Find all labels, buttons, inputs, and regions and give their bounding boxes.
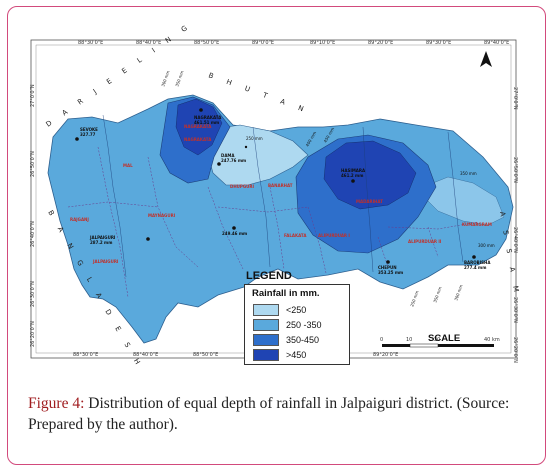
place-value: 249.46 mm — [222, 231, 247, 236]
place-value: 247.76 mm — [221, 158, 246, 163]
legend-swatch — [253, 303, 279, 316]
figure-label: Figure 4: — [28, 395, 85, 412]
coord-label-right: 26°40'0"N — [512, 227, 518, 253]
zone-lt250-right — [425, 176, 505, 226]
scale-tick: 0 — [380, 337, 383, 343]
coord-label-top: 89°0'0"E — [252, 40, 274, 46]
legend-heading: Rainfall in mm. — [252, 288, 320, 299]
block-boundaries — [67, 146, 479, 298]
coord-label-top: 89°20'0"E — [368, 40, 393, 46]
coord-label-right: 26°50'0"N — [512, 157, 518, 183]
block-name: MAYNAGURI — [148, 213, 176, 218]
coord-label-top: 89°10'0"E — [310, 40, 335, 46]
coord-label-right: 26°20'0"N — [512, 337, 518, 363]
coord-label-right: 26°30'0"N — [512, 297, 518, 323]
rivers — [102, 114, 464, 278]
isohyet-label: 350 mm — [432, 286, 442, 303]
block-name: FALAKATA — [284, 233, 307, 238]
place-value: 287.2 mm — [90, 240, 112, 245]
scale-title: SCALE — [428, 333, 461, 344]
isohyet-label: 350 mm — [460, 171, 477, 176]
coord-label-left: 26°50'0"N — [30, 151, 36, 177]
block-name: JALPAIGURI — [92, 259, 119, 264]
place-name: JALPAIGURI — [89, 235, 116, 240]
place-name: SEVOKE — [80, 127, 98, 132]
coord-label-bottom: 88°50'0"E — [193, 352, 218, 358]
coord-label-left: 26°40'0"N — [30, 221, 36, 247]
rainfall-map: 88°30'0"E 88°40'0"E 88°50'0"E 89°0'0"E 89°10… — [30, 21, 521, 371]
figure-frame: 88°30'0"E 88°40'0"E 88°50'0"E 89°0'0"E 89°10… — [7, 6, 546, 465]
legend-item: >450 — [253, 348, 306, 361]
figure-caption: Figure 4: Distribution of equal depth of… — [28, 393, 545, 435]
coord-label-left: 27°0'0"N — [30, 84, 36, 107]
isohyet-label: 300 mm — [160, 70, 170, 87]
place-name: CHEPUN — [378, 265, 397, 270]
block-name: KUMARGRAM — [462, 222, 492, 227]
isohyet-label: 300 mm — [453, 284, 463, 301]
block-name: BANARHAT — [268, 183, 293, 188]
legend-item: 350-450 — [253, 333, 319, 346]
block-name: ALIPURDUAR II — [408, 239, 442, 244]
legend-label: >450 — [286, 349, 307, 360]
isohyet-label: 300 mm — [478, 243, 495, 248]
isohyet-label: 250 mm — [409, 290, 419, 307]
place-name: DAMA — [221, 153, 235, 158]
place-value: 277.4 mm — [464, 265, 486, 270]
legend-swatch — [253, 318, 279, 331]
north-arrow-icon — [480, 51, 492, 67]
zone-lt250 — [207, 124, 309, 186]
place-value: 461.2 mm — [341, 173, 363, 178]
place-name: HASIMARA — [341, 168, 366, 173]
coord-label-right: 27°0'0"N — [512, 87, 518, 110]
coord-label-top: 88°40'0"E — [136, 40, 161, 46]
legend-label: <250 — [286, 304, 307, 315]
legend-swatch — [253, 333, 279, 346]
coord-label-top: 88°50'0"E — [194, 40, 219, 46]
coord-label-top: 89°30'0"E — [426, 40, 451, 46]
legend-label: 250 -350 — [286, 319, 322, 330]
coord-label-bottom: 89°20'0"E — [373, 352, 398, 358]
isohyet-label: 250 mm — [246, 136, 263, 141]
coord-label-top: 88°30'0"E — [78, 40, 103, 46]
legend-box: Rainfall in mm. <250 250 -350 350-450 >4… — [244, 284, 350, 365]
coord-label-bottom: 88°40'0"E — [133, 352, 158, 358]
place-value: 353.25 mm — [378, 270, 403, 275]
legend-swatch — [253, 348, 279, 361]
block-name: RAJGANJ — [70, 217, 89, 222]
scale-tick: 20 — [434, 337, 440, 343]
coord-label-left: 26°20'0"N — [30, 321, 36, 347]
legend-item: <250 — [253, 303, 306, 316]
legend-title: LEGEND — [246, 270, 292, 282]
scale-tick: 10 — [406, 337, 412, 343]
block-name: NAGRAKATA — [184, 124, 212, 129]
place-markers — [75, 108, 476, 264]
block-name: DHUPGURI — [230, 184, 254, 189]
block-name: ALIPURDUAR I — [318, 233, 350, 238]
legend-item: 250 -350 — [253, 318, 322, 331]
isohyet-label: 350 mm — [174, 70, 184, 87]
block-name: MADARIHAT — [356, 199, 383, 204]
block-name: MAL — [123, 163, 133, 168]
place-name: BAROBISHA — [464, 260, 491, 265]
caption-text: Distribution of equal depth of rainfall … — [28, 395, 510, 433]
place-value: 461.51 mm — [194, 120, 219, 125]
coord-label-bottom: 88°30'0"E — [73, 352, 98, 358]
coord-label-top: 89°40'0"E — [484, 40, 509, 46]
scale-bar: 0 10 20 40 km — [380, 337, 500, 348]
block-name: NAGRAKATA — [184, 137, 212, 142]
zone-gt450 — [175, 98, 223, 156]
place-value: 327.77 — [80, 132, 96, 137]
scale-tick: 40 km — [484, 337, 500, 343]
place-name: NAGRAKATA — [194, 115, 222, 120]
coord-label-left: 26°30'0"N — [30, 281, 36, 307]
legend-label: 350-450 — [286, 334, 320, 345]
